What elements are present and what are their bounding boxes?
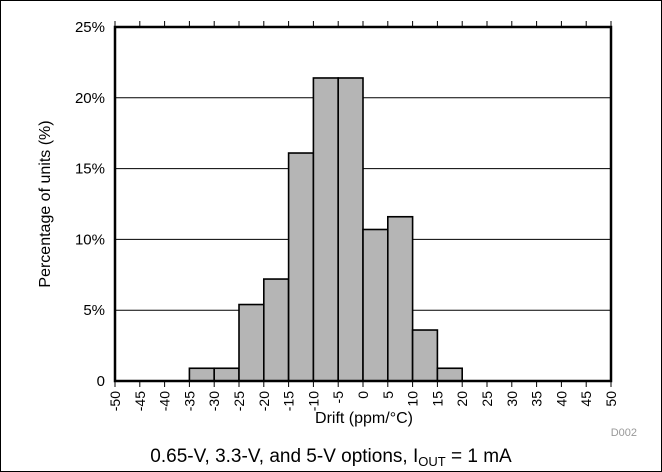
x-tick-label: 0 <box>355 391 371 399</box>
caption-suffix: = 1 mA <box>445 446 512 467</box>
x-tick-label: 25 <box>479 391 495 407</box>
x-tick-label: -15 <box>281 391 297 411</box>
tick-marks <box>114 21 612 387</box>
caption-subscript: OUT <box>418 454 446 469</box>
x-tick-label: -25 <box>231 391 247 411</box>
bar <box>386 215 414 382</box>
x-tick-label: -35 <box>181 391 197 411</box>
bar <box>436 367 463 382</box>
x-tick-label: 45 <box>578 391 594 407</box>
x-tick-label: 15 <box>429 391 445 407</box>
histogram-chart: 05%10%15%20%25% -50 -45 -40 -35 -30 -25 -20 -15… <box>37 19 637 439</box>
x-tick-label: -50 <box>107 391 123 411</box>
y-tick-label: 20% <box>75 90 105 107</box>
bars-group <box>188 77 463 382</box>
y-tick-label: 10% <box>75 231 105 248</box>
y-tick-label: 5% <box>83 302 105 319</box>
bar <box>188 367 215 382</box>
x-axis-label: Drift (ppm/°C) <box>315 410 413 427</box>
x-tick-label: -20 <box>256 391 272 411</box>
x-tick-label: -40 <box>157 391 173 411</box>
bar <box>262 278 290 382</box>
bar <box>362 228 389 382</box>
bar <box>287 152 315 382</box>
x-tick-label: 10 <box>405 391 421 407</box>
y-axis-label: Percentage of units (%) <box>37 120 54 287</box>
y-tick-labels: 0 5% 10% 15% 20% 25% <box>75 19 105 390</box>
x-tick-label: -10 <box>305 391 321 411</box>
y-tick-label: 25% <box>75 19 105 36</box>
y-tick-label: 15% <box>75 161 105 178</box>
x-tick-label: 35 <box>529 391 545 407</box>
x-tick-label: 30 <box>504 391 520 407</box>
x-tick-label: 50 <box>603 391 619 407</box>
x-tick-label: -5 <box>330 391 346 404</box>
x-tick-labels: -50 -45 -40 -35 -30 -25 -20 -15 -10 -5 0 5 10 15 20 25 3… <box>107 391 619 411</box>
bar <box>213 367 240 382</box>
x-tick-label: -30 <box>206 391 222 411</box>
bar <box>312 77 339 382</box>
figure-code-label: D002 <box>611 427 637 439</box>
caption-prefix: 0.65-V, 3.3-V, and 5-V options, I <box>150 446 419 467</box>
x-tick-label: 20 <box>454 391 470 407</box>
x-tick-label: 5 <box>380 391 396 399</box>
bar <box>238 303 265 382</box>
x-tick-label: 40 <box>553 391 569 407</box>
figure-caption: 0.65-V, 3.3-V, and 5-V options, IOUT = 1… <box>0 446 662 469</box>
x-tick-label: -45 <box>132 391 148 411</box>
y-tick-label: 0 <box>97 373 105 390</box>
bar <box>337 77 364 382</box>
bar <box>411 329 439 382</box>
